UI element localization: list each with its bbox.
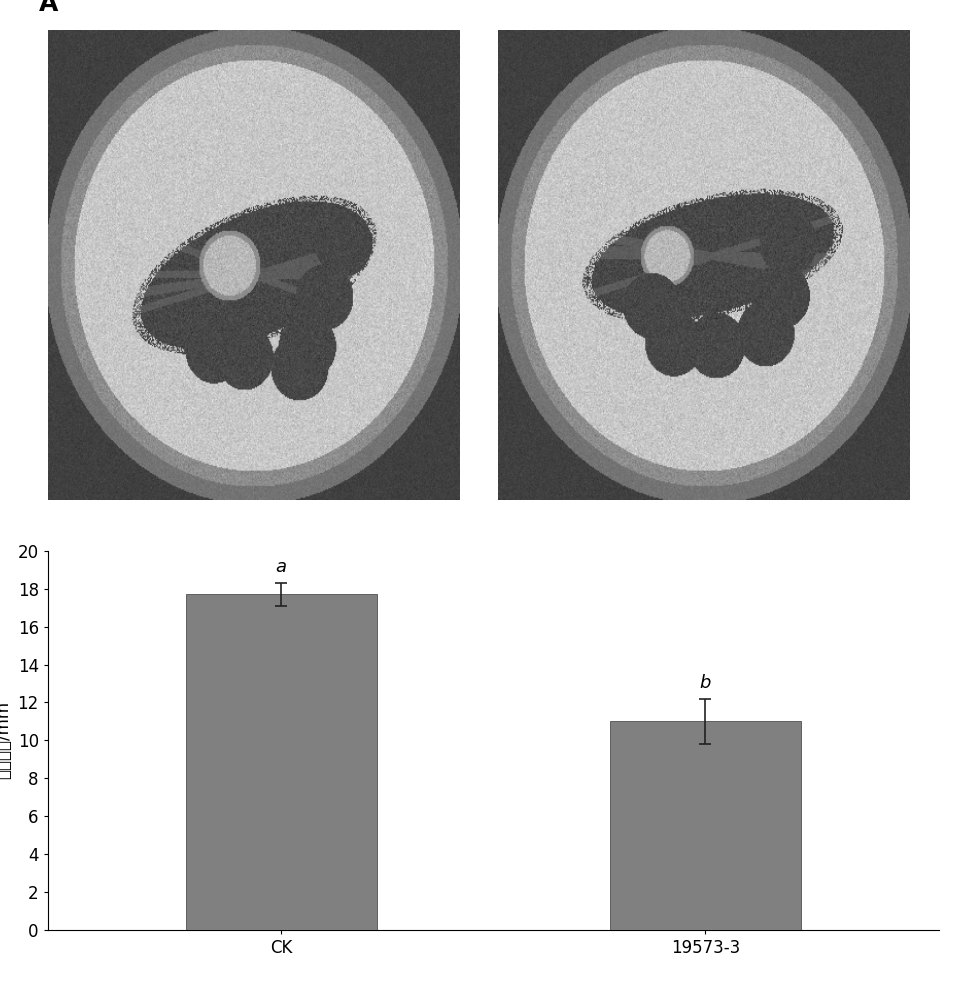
Bar: [610, 721, 801, 930]
Text: a: a: [276, 558, 286, 576]
Y-axis label: 病斌直径/mm: 病斌直径/mm: [0, 701, 12, 779]
Text: A: A: [39, 0, 58, 16]
Text: b: b: [699, 674, 711, 692]
Bar: [186, 594, 376, 930]
